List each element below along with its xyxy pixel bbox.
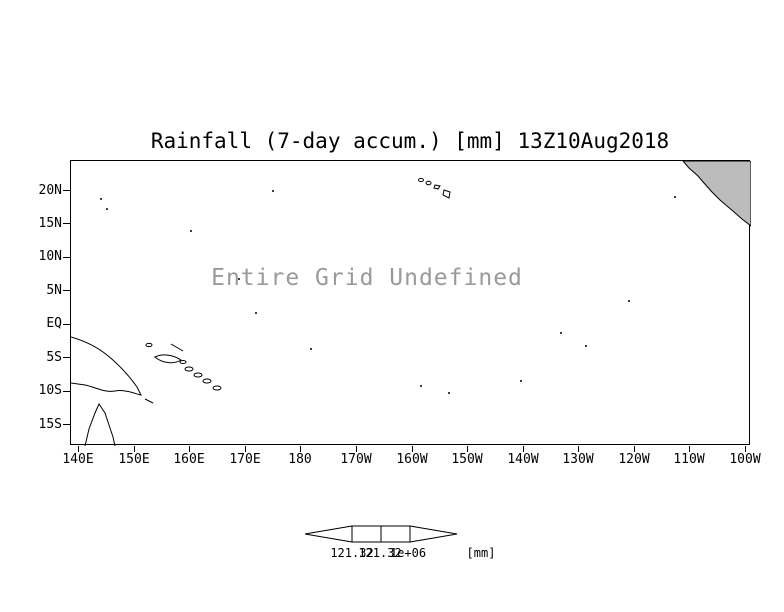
y-tick-label-5n: 5N	[46, 283, 62, 298]
x-tick-label-120w: 120W	[618, 452, 650, 467]
x-tick-label-160w: 160W	[396, 452, 428, 467]
colorbar	[304, 525, 458, 543]
x-tick-mark	[134, 446, 135, 452]
y-tick-mark	[63, 391, 70, 392]
x-tick-label-150e: 150E	[118, 452, 150, 467]
y-tick-label-10n: 10N	[38, 249, 62, 264]
x-tick-label-150w: 150W	[451, 452, 483, 467]
y-tick-mark	[63, 357, 70, 358]
x-tick-label-140w: 140W	[507, 452, 539, 467]
x-tick-mark	[634, 446, 635, 452]
x-tick-mark	[523, 446, 524, 452]
y-tick-label-15s: 15S	[38, 417, 62, 432]
colorbar-label-1: 121.32	[330, 546, 374, 560]
y-tick-mark	[63, 190, 70, 191]
island-specks	[100, 190, 676, 394]
colorbar-label-2: 121.32	[358, 546, 402, 560]
x-tick-label-170w: 170W	[340, 452, 372, 467]
x-tick-mark	[245, 446, 246, 452]
x-tick-label-180: 180	[288, 452, 312, 467]
x-tick-label-130w: 130W	[562, 452, 594, 467]
y-tick-label-10s: 10S	[38, 383, 62, 398]
y-tick-label-20n: 20N	[38, 183, 62, 198]
y-tick-mark	[63, 257, 70, 258]
y-tick-label-eq: EQ	[46, 316, 62, 331]
x-tick-label-140e: 140E	[62, 452, 94, 467]
x-tick-mark	[356, 446, 357, 452]
y-tick-mark	[63, 424, 70, 425]
plot-title: Rainfall (7-day accum.) [mm] 13Z10Aug201…	[150, 129, 670, 153]
x-tick-mark	[78, 446, 79, 452]
y-tick-mark	[63, 223, 70, 224]
y-tick-mark	[63, 290, 70, 291]
colorbar-label-3: 1e+06	[389, 546, 427, 560]
undefined-grid-message: Entire Grid Undefined	[211, 265, 523, 291]
y-tick-label-15n: 15N	[38, 216, 62, 231]
coastline-map-svg	[71, 161, 751, 446]
x-tick-mark	[412, 446, 413, 452]
y-tick-mark	[63, 324, 70, 325]
x-tick-label-110w: 110W	[673, 452, 705, 467]
colorbar-units-label: [mm]	[466, 546, 496, 560]
x-tick-mark	[189, 446, 190, 452]
y-tick-label-5s: 5S	[46, 350, 62, 365]
hawaii-islands	[418, 177, 451, 199]
x-tick-mark	[467, 446, 468, 452]
x-tick-mark	[300, 446, 301, 452]
melanesia-coastlines	[71, 336, 222, 446]
x-tick-mark	[578, 446, 579, 452]
x-tick-mark	[745, 446, 746, 452]
x-tick-label-160e: 160E	[173, 452, 205, 467]
x-tick-label-170e: 170E	[229, 452, 261, 467]
x-tick-label-100w: 100W	[729, 452, 761, 467]
x-tick-mark	[689, 446, 690, 452]
colorbar-cells	[304, 525, 458, 543]
north-america-land	[682, 161, 751, 227]
map-frame: Entire Grid Undefined	[70, 160, 751, 446]
